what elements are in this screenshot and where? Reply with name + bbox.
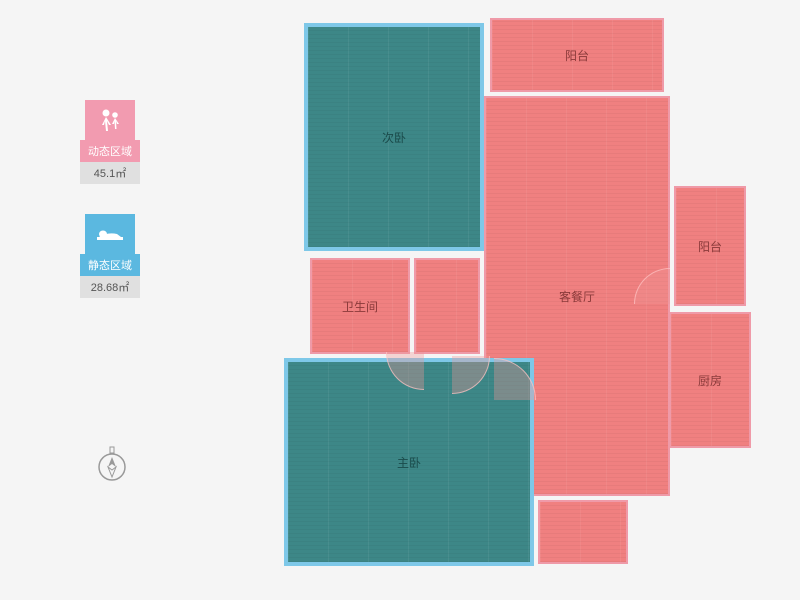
room-label-kitchen: 厨房 <box>698 372 722 389</box>
room-bathroom: 卫生间 <box>310 258 410 354</box>
legend-static-label: 静态区域 <box>80 254 140 276</box>
legend: 动态区域 45.1㎡ 静态区域 28.68㎡ <box>80 100 140 328</box>
room-label-secondary_bedroom: 次卧 <box>382 129 406 146</box>
legend-item-dynamic: 动态区域 45.1㎡ <box>80 100 140 184</box>
compass-icon <box>95 445 129 490</box>
bed-icon <box>85 214 135 254</box>
legend-dynamic-value: 45.1㎡ <box>80 162 140 184</box>
room-balcony_right: 阳台 <box>674 186 746 306</box>
room-kitchen: 厨房 <box>669 312 751 448</box>
room-secondary_bedroom: 次卧 <box>304 23 484 251</box>
room-label-balcony_right: 阳台 <box>698 238 722 255</box>
room-entry_bottom <box>538 500 628 564</box>
room-balcony_top: 阳台 <box>490 18 664 92</box>
room-hall1 <box>414 258 480 354</box>
legend-dynamic-label: 动态区域 <box>80 140 140 162</box>
people-icon <box>85 100 135 140</box>
floorplan: 阳台次卧客餐厅阳台卫生间厨房主卧 <box>284 18 764 572</box>
room-label-balcony_top: 阳台 <box>565 47 589 64</box>
room-label-bathroom: 卫生间 <box>342 298 378 315</box>
legend-item-static: 静态区域 28.68㎡ <box>80 214 140 298</box>
legend-static-value: 28.68㎡ <box>80 276 140 298</box>
room-label-main_bedroom: 主卧 <box>397 454 421 471</box>
room-label-living_dining: 客餐厅 <box>559 288 595 305</box>
